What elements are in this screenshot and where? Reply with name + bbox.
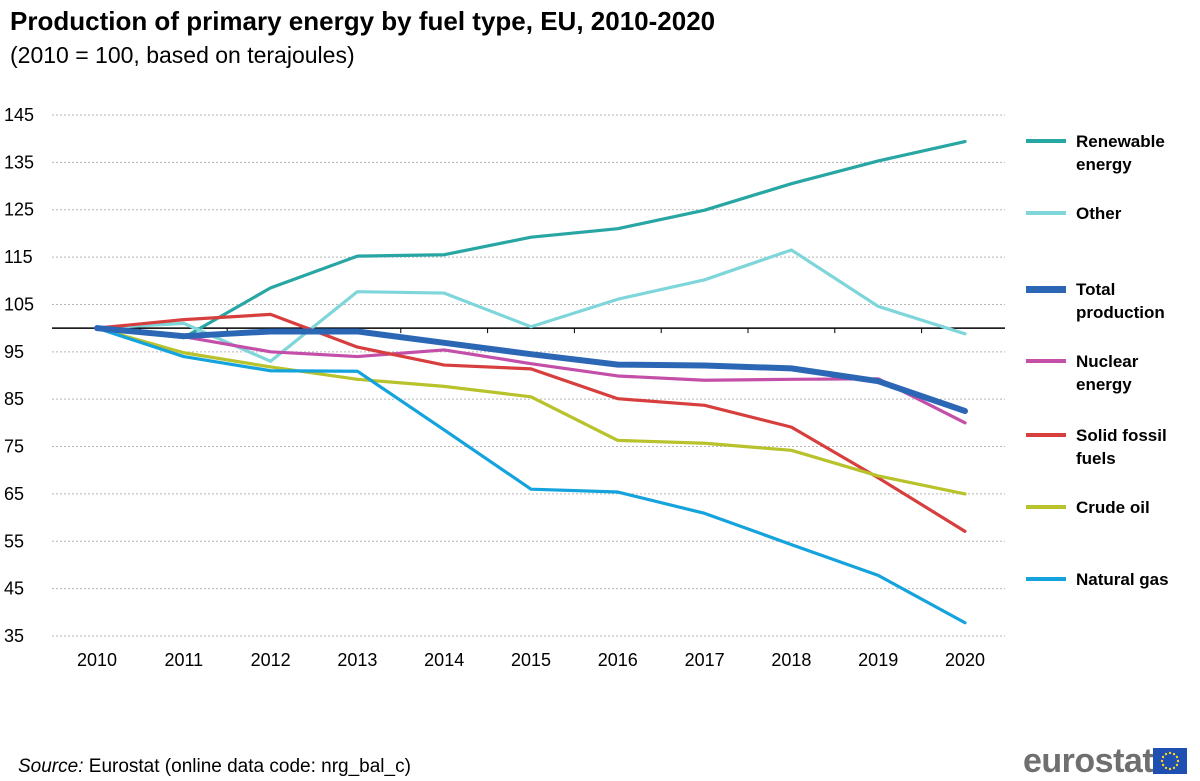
x-tick-label: 2020	[945, 650, 985, 670]
y-tick-label: 55	[4, 531, 24, 551]
legend-label: Total production	[1076, 278, 1196, 324]
y-tick-label: 85	[4, 389, 24, 409]
flag-star	[1161, 755, 1165, 759]
series-line-nuclear-energy	[95, 326, 967, 425]
legend-label: Crude oil	[1076, 496, 1196, 519]
x-tick-label: 2014	[424, 650, 464, 670]
legend-label: Nuclear energy	[1076, 350, 1196, 396]
flag-star	[1175, 763, 1179, 767]
x-axis-ticks: 2010 2011 2012 2013 2014 2015 2016 2017 2018 2019…	[77, 650, 985, 670]
flag-star	[1175, 755, 1179, 759]
legend-label-line: fuels	[1076, 449, 1116, 468]
y-tick-label: 45	[4, 579, 24, 599]
source-text: Eurostat (online data code: nrg_bal_c)	[88, 756, 411, 777]
legend-label: Natural gas	[1076, 568, 1196, 591]
y-tick-label: 95	[4, 342, 24, 362]
legend-label-line: Solid fossil	[1076, 426, 1167, 445]
source-note: Source: Eurostat (online data code: nrg_…	[18, 756, 411, 778]
legend-label-line: Other	[1076, 204, 1122, 223]
legend-swatch	[1026, 433, 1066, 437]
series-line-other	[95, 248, 967, 363]
flag-star	[1161, 763, 1165, 767]
legend-swatch	[1026, 505, 1066, 509]
x-tick-label: 2012	[251, 650, 291, 670]
flag-star	[1172, 766, 1176, 770]
series-line-renewable-energy	[95, 139, 967, 340]
legend-label-line: Renewable	[1076, 132, 1165, 151]
gridlines	[52, 114, 1005, 637]
series-lines	[94, 139, 968, 625]
legend-label-line: Total	[1076, 280, 1116, 299]
source-label: Source:	[18, 756, 84, 777]
legend-label-line: production	[1076, 303, 1165, 322]
x-tick-label: 2018	[771, 650, 811, 670]
y-tick-label: 105	[4, 294, 34, 314]
legend-swatch	[1026, 359, 1066, 363]
flag-star	[1172, 752, 1176, 756]
legend-label: Renewable energy	[1076, 130, 1196, 176]
x-tick-label: 2011	[164, 650, 203, 670]
flag-star	[1168, 767, 1172, 771]
x-tick-label: 2013	[337, 650, 377, 670]
y-tick-label: 135	[4, 152, 34, 172]
logo-text: eurostat	[1023, 742, 1154, 780]
flag-star	[1176, 759, 1180, 763]
y-tick-label: 35	[4, 626, 24, 646]
legend-swatch	[1026, 577, 1066, 581]
series-line-solid-fossil-fuels	[95, 312, 967, 533]
legend-label-line: Natural gas	[1076, 570, 1169, 589]
flag-star	[1160, 759, 1164, 763]
legend-label-line: Nuclear	[1076, 352, 1139, 371]
legend-label-line: energy	[1076, 155, 1132, 174]
legend-label-line: energy	[1076, 375, 1132, 394]
legend-label: Other	[1076, 202, 1196, 225]
y-axis-ticks: 145 135 125 115 105 95 85 75 65 55 45 35	[4, 105, 34, 646]
x-tick-label: 2016	[598, 650, 638, 670]
legend-swatch	[1026, 285, 1066, 293]
series-line-natural-gas	[95, 326, 967, 625]
eu-flag-icon	[1153, 748, 1187, 774]
flag-star	[1168, 751, 1172, 755]
legend-label: Solid fossil fuels	[1076, 424, 1196, 470]
x-tick-label: 2019	[858, 650, 898, 670]
x-tick-label: 2010	[77, 650, 117, 670]
chart-title: Production of primary energy by fuel typ…	[10, 6, 716, 36]
y-tick-label: 115	[4, 247, 33, 267]
x-tick-label: 2017	[685, 650, 725, 670]
series-line-total-production	[94, 325, 968, 415]
chart-subtitle: (2010 = 100, based on terajoules)	[10, 42, 355, 68]
y-tick-label: 75	[4, 437, 24, 457]
legend-label-line: Crude oil	[1076, 498, 1150, 517]
flag-star	[1164, 752, 1168, 756]
x-tick-label: 2015	[511, 650, 551, 670]
legend-swatch	[1026, 211, 1066, 215]
y-tick-label: 125	[4, 200, 34, 220]
flag-star	[1164, 766, 1168, 770]
y-tick-label: 65	[4, 484, 24, 504]
legend-swatch	[1026, 139, 1066, 143]
y-tick-label: 145	[4, 105, 34, 125]
series-line-crude-oil	[95, 326, 967, 496]
